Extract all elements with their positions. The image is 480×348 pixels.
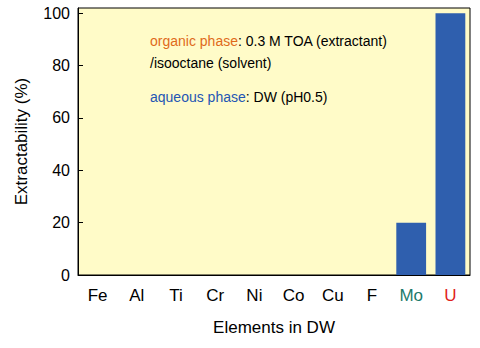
svg-text:20: 20 [52, 214, 70, 231]
svg-text:Cu: Cu [322, 286, 344, 305]
svg-text:0: 0 [61, 267, 70, 284]
svg-text:aqueous phase: aqueous phase [150, 89, 246, 105]
svg-text:Al: Al [129, 286, 144, 305]
svg-text:U: U [444, 286, 456, 305]
svg-text:Co: Co [283, 286, 305, 305]
svg-text:100: 100 [43, 5, 70, 22]
svg-text:: DW (pH0.5): : DW (pH0.5) [246, 89, 328, 105]
svg-text:Fe: Fe [88, 286, 108, 305]
svg-text:Ti: Ti [169, 286, 183, 305]
svg-text:organic phase: organic phase [150, 33, 238, 49]
svg-text:Elements in DW: Elements in DW [213, 318, 335, 337]
svg-text:60: 60 [52, 109, 70, 126]
svg-text:Extractability (%): Extractability (%) [12, 78, 31, 206]
svg-text:80: 80 [52, 57, 70, 74]
svg-text:Mo: Mo [399, 286, 423, 305]
svg-text:Ni: Ni [246, 286, 262, 305]
svg-text:: 0.3 M TOA (extractant): : 0.3 M TOA (extractant) [238, 33, 387, 49]
svg-text:40: 40 [52, 162, 70, 179]
svg-text:/isooctane (solvent): /isooctane (solvent) [150, 55, 271, 71]
svg-text:F: F [367, 286, 377, 305]
svg-text:Cr: Cr [206, 286, 224, 305]
